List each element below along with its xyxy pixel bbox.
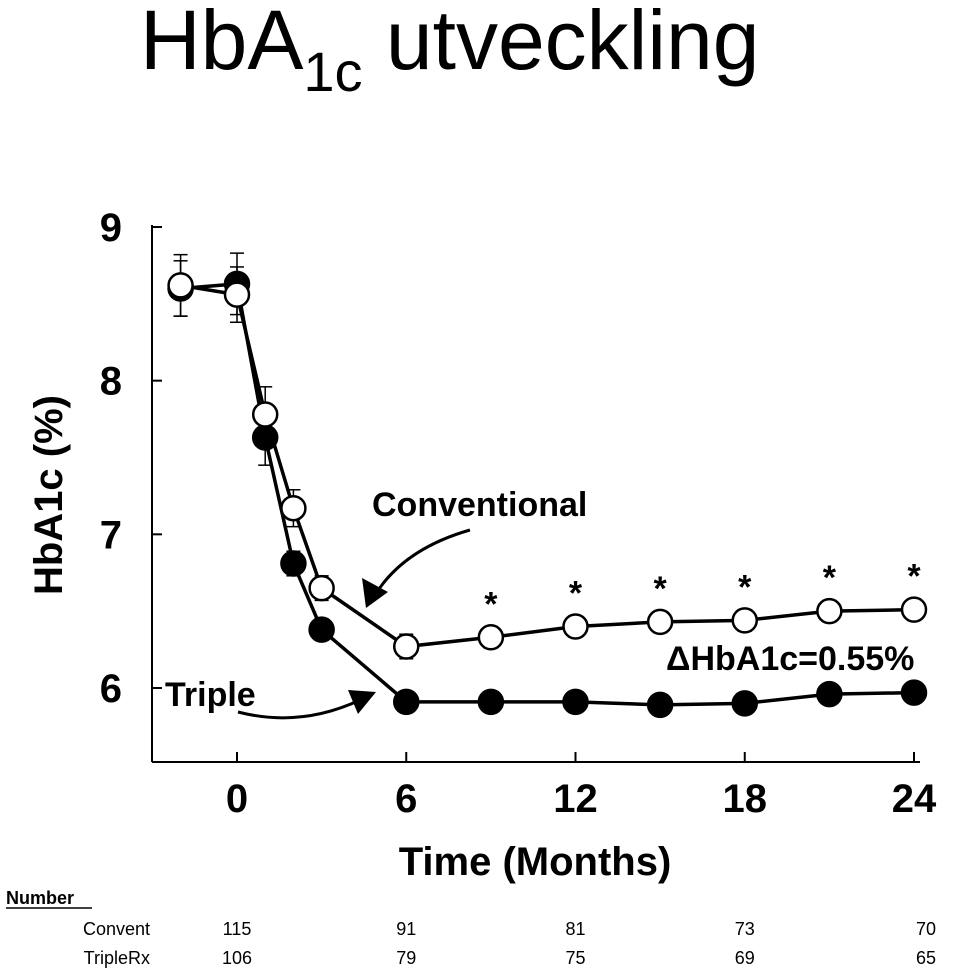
conventional-line (180, 283, 915, 649)
number-cell: 79 (396, 948, 416, 968)
triple-point (308, 616, 335, 643)
triple-point (393, 688, 420, 716)
delta-label: ΔHbA1c=0.55% (666, 640, 914, 678)
y-tick-label: 8 (100, 360, 122, 404)
significance-star: * (569, 575, 583, 613)
significance-star: * (654, 570, 668, 608)
number-cell: 73 (735, 919, 755, 939)
conventional-point (167, 272, 194, 299)
number-cell: 106 (222, 948, 252, 968)
number-cell: 65 (916, 948, 936, 968)
title-rest: utveckling (362, 0, 760, 87)
title-subscript: 1c (303, 40, 363, 103)
conventional-label: Conventional (372, 486, 587, 524)
triple-point (251, 424, 279, 451)
triple-point (477, 688, 505, 716)
axes: 6 7 8 9 0 6 12 18 24 Time (Months) HbA1c (%) (27, 206, 937, 884)
number-at-risk-table: Number Convent 115 91 81 73 70 TripleRx 106 79 75… (6, 888, 936, 968)
x-tick-label: 12 (553, 777, 598, 821)
conventional-point (280, 494, 307, 522)
x-axis-title: Time (Months) (399, 840, 672, 884)
x-tick-label: 18 (723, 777, 768, 821)
number-cell: 70 (916, 919, 936, 939)
number-header: Number (6, 888, 74, 908)
conventional-point (562, 613, 589, 640)
triple-point (816, 680, 843, 708)
conventional-point (393, 633, 420, 660)
conventional-point (816, 597, 843, 625)
title-main: HbA (140, 0, 304, 87)
triple-arrow (237, 698, 361, 720)
conventional-point (900, 596, 928, 623)
number-row-label: Convent (83, 919, 150, 939)
x-tick-label: 6 (395, 777, 417, 821)
number-row-label: TripleRx (84, 948, 150, 968)
annotations: Conventional Triple ΔHbA1c=0.55% (165, 486, 914, 720)
significance-star: * (823, 559, 837, 597)
conventional-point (223, 281, 251, 308)
y-tick-label: 7 (100, 513, 122, 557)
triple-point (731, 690, 758, 717)
y-axis-title: HbA1c (%) (27, 395, 71, 595)
series-layer: * * * * * * (167, 252, 928, 719)
conventional-point (646, 608, 674, 636)
significance-star: * (484, 585, 498, 623)
x-tick-label: 0 (226, 777, 248, 821)
conventional-point (251, 401, 279, 428)
x-tick-label: 24 (892, 777, 937, 821)
significance-star: * (907, 558, 921, 596)
triple-point (562, 688, 589, 716)
conventional-point (477, 624, 505, 651)
number-cell: 81 (565, 919, 585, 939)
y-tick-label: 9 (100, 206, 122, 250)
number-cell: 91 (396, 919, 416, 939)
conventional-arrow (370, 528, 471, 601)
triple-arrowhead (348, 690, 376, 714)
triple-point (900, 679, 928, 706)
triple-point (280, 550, 307, 577)
y-tick-label: 6 (100, 667, 122, 711)
conventional-point (308, 574, 335, 602)
number-cell: 69 (735, 948, 755, 968)
number-cell: 115 (223, 919, 252, 939)
number-cell: 75 (565, 948, 585, 968)
significance-star: * (738, 568, 752, 606)
conventional-point (731, 607, 758, 634)
triple-point (646, 691, 674, 719)
slide-title: HbA1c utveckling (140, 0, 759, 103)
triple-label: Triple (165, 676, 256, 714)
conventional-arrowhead (362, 578, 388, 608)
